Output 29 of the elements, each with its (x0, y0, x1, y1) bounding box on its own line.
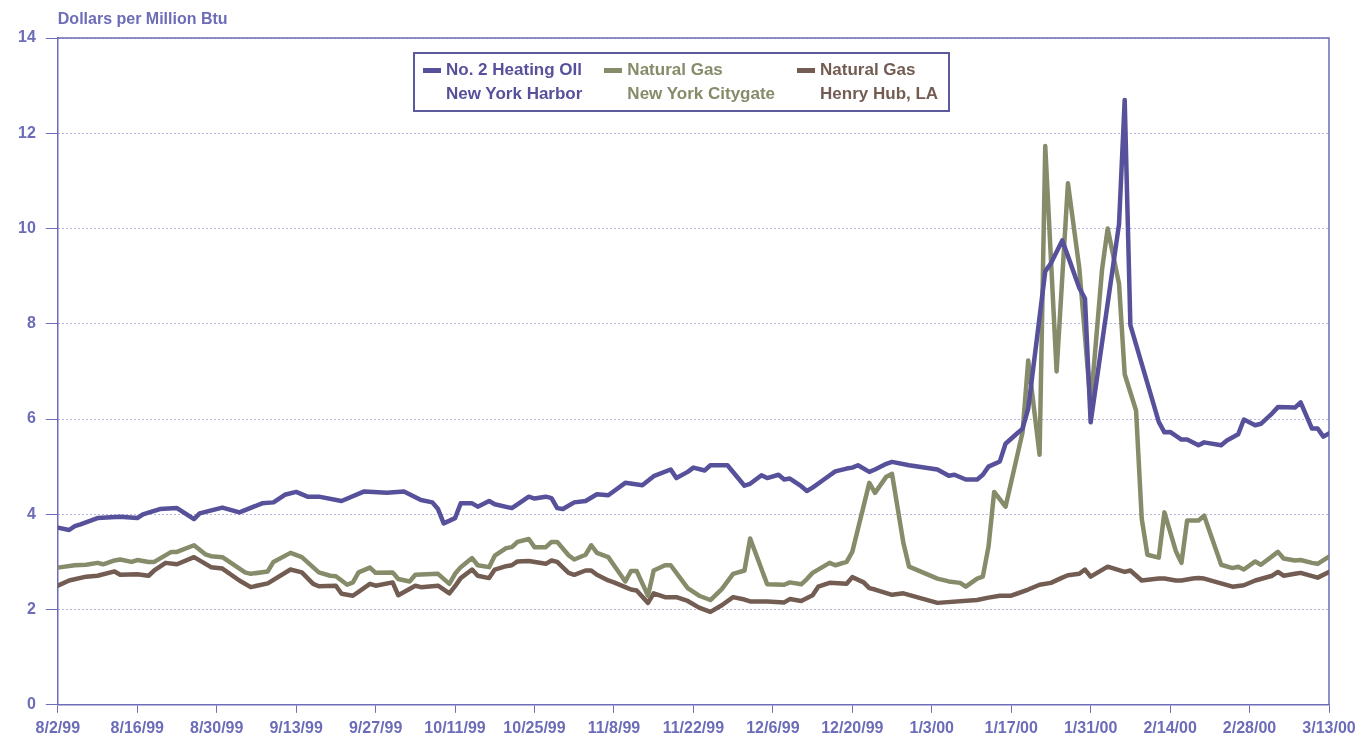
y-tick-label: 10 (18, 218, 36, 236)
x-tick-label: 8/16/99 (110, 718, 165, 736)
x-tick-label: 11/22/99 (662, 718, 725, 736)
x-tick-label: 2/28/00 (1222, 718, 1277, 736)
x-tick-label: 10/11/99 (424, 718, 486, 736)
y-tick-label: 14 (18, 28, 36, 46)
x-tick-label: 8/30/99 (190, 718, 244, 736)
x-tick-label: 1/17/00 (984, 718, 1038, 736)
legend-label: Natural Gas New York Citygate (627, 59, 776, 105)
y-tick-label: 0 (26, 695, 36, 713)
y-axis-title: Dollars per Million Btu (57, 10, 228, 28)
legend-label: No. 2 Heating OIl New York Harbor (446, 59, 583, 105)
legend-label: Natural Gas Henry Hub, LA (820, 59, 939, 105)
x-tick-label: 11/8/99 (587, 718, 641, 736)
y-tick-label: 2 (26, 599, 36, 617)
x-tick-label: 9/13/99 (269, 718, 323, 736)
x-tick-label: 2/14/00 (1143, 718, 1197, 736)
x-tick-label: 9/27/99 (348, 718, 403, 736)
x-tick-label: 3/13/00 (1302, 718, 1356, 736)
x-tick-label: 12/6/99 (746, 718, 800, 736)
y-tick-label: 4 (26, 504, 36, 522)
y-tick-label: 8 (26, 314, 36, 332)
x-tick-label: 1/31/00 (1063, 718, 1118, 736)
x-tick-label: 1/3/00 (909, 718, 955, 736)
x-tick-label: 12/20/99 (821, 718, 884, 736)
y-tick-label: 12 (18, 123, 36, 141)
x-tick-label: 8/2/99 (35, 718, 81, 736)
x-tick-label: 10/25/99 (503, 718, 566, 736)
y-tick-label: 6 (26, 409, 36, 427)
